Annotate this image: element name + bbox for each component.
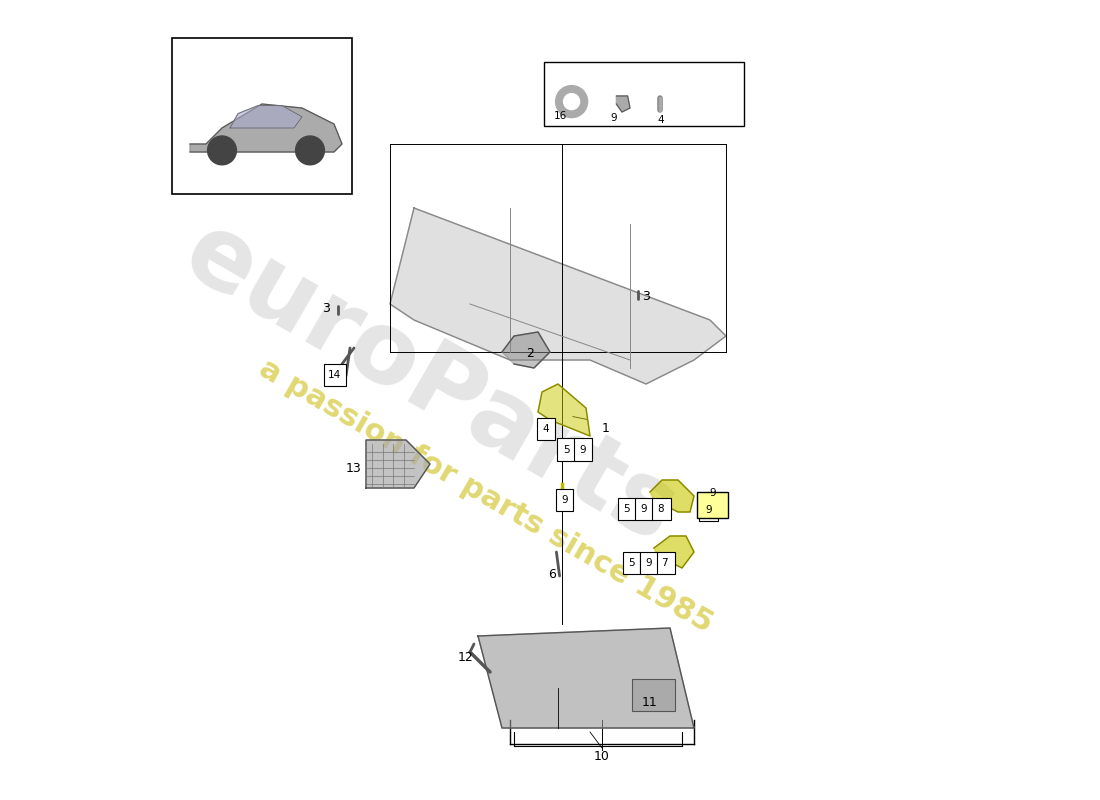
Polygon shape: [538, 384, 590, 436]
Text: 9: 9: [705, 505, 712, 514]
Text: a passion for parts since 1985: a passion for parts since 1985: [254, 354, 718, 638]
Text: 11: 11: [642, 696, 658, 709]
Text: 9: 9: [561, 495, 568, 505]
Polygon shape: [390, 208, 726, 384]
FancyBboxPatch shape: [623, 552, 640, 574]
Text: 8: 8: [657, 504, 663, 514]
Text: 16: 16: [553, 111, 566, 121]
Text: 5: 5: [563, 445, 570, 454]
Circle shape: [296, 136, 324, 165]
Polygon shape: [366, 440, 430, 488]
Text: 9: 9: [580, 445, 586, 454]
FancyBboxPatch shape: [323, 364, 346, 386]
Polygon shape: [190, 104, 342, 152]
Text: 5: 5: [624, 504, 630, 514]
Circle shape: [556, 86, 587, 118]
Text: 9: 9: [645, 558, 651, 568]
Polygon shape: [478, 628, 694, 728]
Text: 14: 14: [328, 370, 341, 380]
FancyBboxPatch shape: [635, 498, 652, 520]
FancyBboxPatch shape: [618, 498, 636, 520]
FancyBboxPatch shape: [639, 552, 657, 574]
Text: 7: 7: [661, 558, 668, 568]
Polygon shape: [230, 106, 302, 128]
Circle shape: [563, 94, 580, 110]
Text: 6: 6: [548, 568, 556, 581]
Text: 12: 12: [458, 651, 474, 664]
Text: 3: 3: [642, 290, 650, 302]
Text: 9: 9: [710, 488, 716, 498]
FancyBboxPatch shape: [698, 498, 718, 521]
Text: 3: 3: [322, 302, 330, 314]
FancyBboxPatch shape: [173, 38, 352, 194]
Circle shape: [208, 136, 236, 165]
Text: 4: 4: [657, 115, 663, 125]
Polygon shape: [502, 332, 550, 368]
Polygon shape: [616, 96, 630, 112]
FancyBboxPatch shape: [697, 492, 727, 518]
FancyBboxPatch shape: [650, 498, 671, 520]
Polygon shape: [650, 480, 694, 512]
Text: 9: 9: [609, 113, 616, 122]
Text: 1: 1: [602, 422, 609, 434]
Text: euroParts: euroParts: [167, 204, 693, 564]
FancyBboxPatch shape: [654, 552, 674, 574]
Text: 4: 4: [542, 424, 549, 434]
Text: 9: 9: [640, 504, 647, 514]
Text: 2: 2: [526, 347, 534, 360]
Text: 5: 5: [628, 558, 635, 568]
FancyBboxPatch shape: [537, 418, 554, 440]
FancyBboxPatch shape: [574, 438, 592, 461]
Text: 10: 10: [594, 750, 609, 762]
FancyBboxPatch shape: [631, 679, 674, 711]
FancyBboxPatch shape: [544, 62, 744, 126]
FancyBboxPatch shape: [558, 438, 575, 461]
FancyBboxPatch shape: [556, 489, 573, 511]
Polygon shape: [654, 536, 694, 568]
Text: 13: 13: [346, 462, 362, 474]
